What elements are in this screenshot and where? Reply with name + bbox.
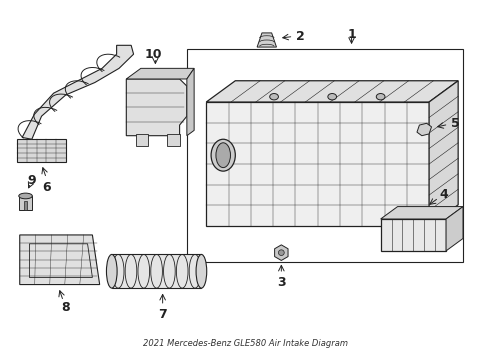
Bar	[381, 219, 446, 251]
Polygon shape	[206, 81, 458, 102]
Ellipse shape	[270, 94, 278, 100]
Text: 8: 8	[61, 301, 70, 314]
Ellipse shape	[328, 94, 337, 100]
Polygon shape	[381, 207, 463, 219]
Bar	[24, 201, 27, 210]
Polygon shape	[20, 235, 99, 284]
Text: 5: 5	[451, 117, 460, 130]
Ellipse shape	[19, 193, 32, 199]
Polygon shape	[417, 123, 432, 136]
Text: 1: 1	[347, 28, 356, 41]
Polygon shape	[274, 245, 288, 260]
Text: 2: 2	[296, 30, 305, 43]
Ellipse shape	[278, 250, 284, 256]
Text: 2021 Mercedes-Benz GLE580 Air Intake Diagram: 2021 Mercedes-Benz GLE580 Air Intake Dia…	[143, 338, 347, 347]
Bar	[17, 139, 66, 162]
Polygon shape	[206, 102, 429, 226]
Bar	[112, 255, 201, 288]
Polygon shape	[126, 79, 187, 136]
Ellipse shape	[196, 255, 207, 288]
Bar	[187, 49, 463, 261]
Polygon shape	[126, 68, 194, 79]
Polygon shape	[22, 45, 134, 139]
Text: 7: 7	[158, 308, 167, 321]
Text: 4: 4	[439, 188, 448, 201]
Text: 6: 6	[42, 181, 50, 194]
Polygon shape	[446, 207, 463, 251]
Ellipse shape	[376, 94, 385, 100]
Text: 3: 3	[277, 276, 286, 289]
Ellipse shape	[211, 139, 235, 171]
Text: 9: 9	[27, 174, 36, 186]
Polygon shape	[257, 33, 276, 47]
Bar	[19, 196, 32, 210]
Bar	[168, 134, 180, 146]
Polygon shape	[429, 81, 458, 226]
Bar	[136, 134, 148, 146]
Text: 10: 10	[144, 48, 162, 61]
Ellipse shape	[216, 143, 230, 168]
Polygon shape	[187, 68, 194, 136]
Ellipse shape	[106, 255, 117, 288]
